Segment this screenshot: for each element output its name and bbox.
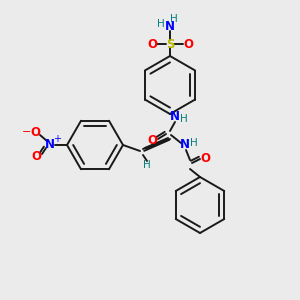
Text: N: N [180,139,190,152]
Text: N: N [45,139,55,152]
Text: O: O [183,38,193,50]
Text: N: N [165,20,175,34]
Text: +: + [53,134,61,144]
Text: O: O [31,151,41,164]
Text: H: H [157,19,165,29]
Text: −: − [22,127,32,137]
Text: O: O [147,134,157,146]
Text: S: S [166,38,174,50]
Text: N: N [170,110,180,124]
Text: O: O [147,38,157,50]
Text: O: O [200,152,210,164]
Text: H: H [170,14,178,24]
Text: O: O [30,125,40,139]
Text: H: H [143,160,151,170]
Text: H: H [190,138,198,148]
Text: H: H [180,114,188,124]
